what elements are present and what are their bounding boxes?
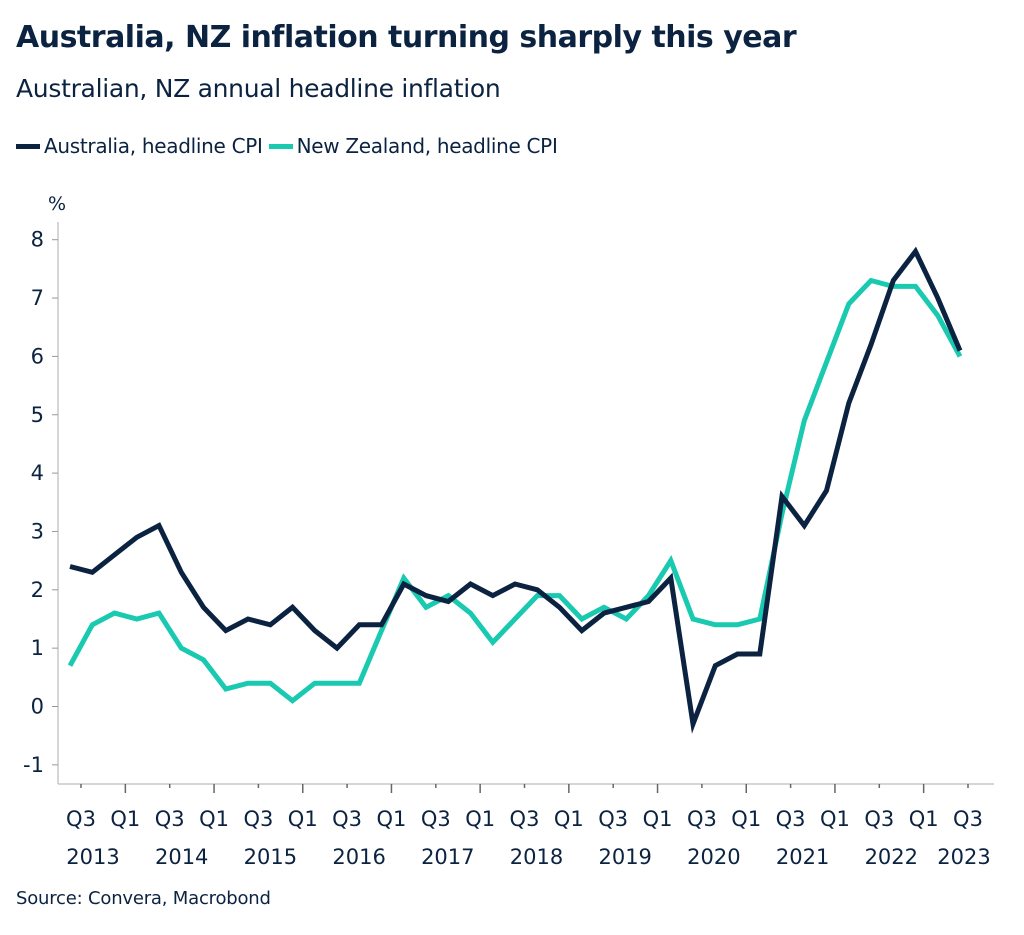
chart-subtitle: Australian, NZ annual headline inflation — [16, 74, 501, 103]
x-year-label: 2021 — [776, 845, 829, 869]
x-tick-label: Q3 — [155, 807, 185, 831]
y-tick-label: 3 — [31, 519, 44, 543]
y-tick-label: 5 — [31, 403, 44, 427]
x-tick-label: Q3 — [953, 807, 983, 831]
x-tick-label: Q1 — [377, 807, 407, 831]
x-tick-label: Q1 — [820, 807, 850, 831]
x-tick-label: Q1 — [643, 807, 673, 831]
legend-swatch-australia — [16, 143, 40, 149]
x-tick-label: Q1 — [110, 807, 140, 831]
y-tick-label: 0 — [31, 695, 44, 719]
legend-label-australia: Australia, headline CPI — [44, 134, 263, 158]
series-lines — [67, 246, 963, 734]
legend: Australia, headline CPI New Zealand, hea… — [16, 134, 564, 158]
x-tick-label: Q1 — [731, 807, 761, 831]
legend-item-new-zealand: New Zealand, headline CPI — [268, 134, 558, 158]
y-axis-unit-label: % — [48, 193, 66, 215]
x-tick-label: Q3 — [332, 807, 362, 831]
y-tick-label: 7 — [31, 286, 44, 310]
x-tick-label: Q1 — [199, 807, 229, 831]
legend-label-new-zealand: New Zealand, headline CPI — [296, 134, 558, 158]
chart-title: Australia, NZ inflation turning sharply … — [16, 20, 797, 55]
y-tick-label: 2 — [31, 578, 44, 602]
x-tick-label: Q1 — [909, 807, 939, 831]
x-tick-label: Q1 — [288, 807, 318, 831]
x-tick-label: Q1 — [554, 807, 584, 831]
x-tick-label: Q3 — [66, 807, 96, 831]
x-year-label: 2019 — [598, 845, 651, 869]
legend-swatch-new-zealand — [268, 143, 293, 149]
x-year-label: 2015 — [244, 845, 297, 869]
x-year-label: 2016 — [332, 845, 385, 869]
x-year-label: 2020 — [687, 845, 740, 869]
series-line-australia — [69, 246, 963, 734]
source-note: Source: Convera, Macrobond — [16, 888, 271, 909]
x-year-label: 2023 — [937, 845, 990, 869]
y-tick-label: 8 — [31, 228, 44, 252]
y-tick-label: 1 — [31, 636, 44, 660]
x-year-label: 2017 — [421, 845, 474, 869]
x-year-label: 2018 — [510, 845, 563, 869]
x-year-label: 2013 — [66, 845, 119, 869]
x-tick-label: Q3 — [243, 807, 273, 831]
x-tick-label: Q1 — [465, 807, 495, 831]
y-tick-label: 6 — [31, 344, 44, 368]
x-tick-label: Q3 — [687, 807, 717, 831]
x-tick-label: Q3 — [598, 807, 628, 831]
x-tick-label: Q3 — [510, 807, 540, 831]
y-tick-label: 4 — [31, 461, 44, 485]
x-tick-label: Q3 — [421, 807, 451, 831]
y-tick-label: -1 — [23, 753, 44, 777]
x-tick-label: Q3 — [776, 807, 806, 831]
axes: -1 0 1 2 3 4 5 6 7 8 Q3 2013 Q1 Q3 2014 Q1 Q3 2015 Q1 Q3 201… — [23, 222, 994, 869]
x-year-label: 2014 — [155, 845, 208, 869]
legend-item-australia: Australia, headline CPI — [16, 134, 263, 158]
x-year-label: 2022 — [865, 845, 918, 869]
x-tick-label: Q3 — [864, 807, 894, 831]
